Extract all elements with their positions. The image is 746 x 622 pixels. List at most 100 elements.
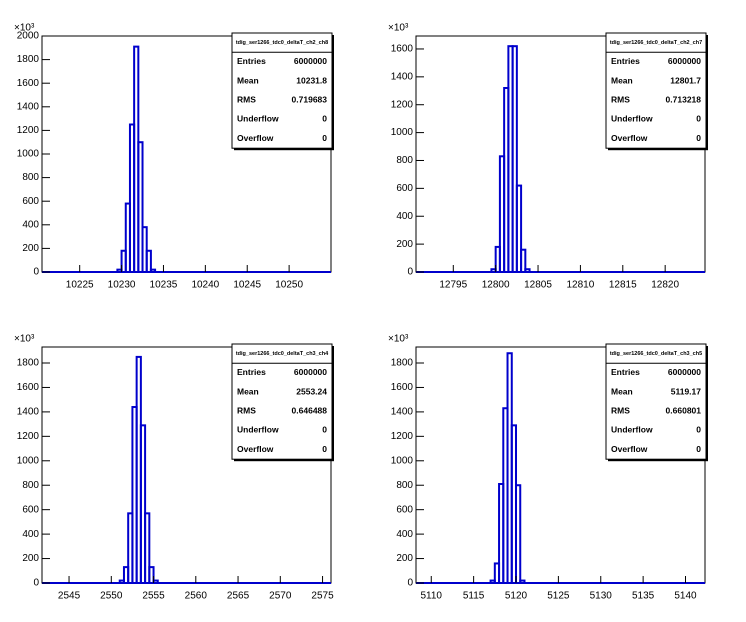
y-tick-label: 1800: [391, 358, 414, 369]
stats-label: Underflow: [237, 114, 279, 124]
histogram-bin: [511, 45, 518, 273]
histogram-bin: [137, 141, 144, 273]
y-tick-label: 1000: [17, 455, 40, 466]
y-tick-label: 0: [407, 578, 413, 589]
stats-box: [231, 343, 333, 460]
y-tick-label: 1600: [17, 78, 40, 89]
stats-label: RMS: [611, 405, 630, 415]
y-tick-label: 600: [22, 196, 39, 207]
stats-label: Mean: [237, 386, 259, 396]
stats-value: 0: [696, 114, 701, 124]
y-tick-label: 1600: [17, 382, 40, 393]
stats-label: Overflow: [611, 133, 648, 143]
histogram-bin: [524, 268, 531, 273]
stats-label: Underflow: [237, 425, 279, 435]
y-tick-label: 600: [22, 504, 39, 515]
x-tick-label: 12815: [609, 280, 637, 291]
y-tick-label: 800: [22, 480, 39, 491]
stats-box: [605, 32, 707, 149]
x-tick-label: 10225: [66, 280, 94, 291]
stats-label: Entries: [237, 367, 266, 377]
x-tick-label: 2550: [100, 591, 123, 602]
stats-value: 0: [322, 114, 327, 124]
y-tick-label: 600: [396, 504, 413, 515]
stats-value: 6000000: [294, 56, 327, 66]
x-tick-label: 12820: [651, 280, 679, 291]
y-tick-label: 1400: [17, 407, 40, 418]
y-tick-label: 200: [396, 239, 413, 250]
histogram-bin: [149, 268, 157, 274]
y-tick-label: 200: [396, 553, 413, 564]
y-tick-label: 1800: [17, 358, 40, 369]
stats-value: 0: [322, 444, 327, 454]
histogram-bin: [520, 248, 527, 273]
x-tick-label: 12795: [439, 280, 467, 291]
y-tick-label: 400: [396, 211, 413, 222]
y-tick-label: 1000: [391, 455, 414, 466]
x-tick-label: 2570: [269, 591, 292, 602]
y-tick-label: 1200: [17, 125, 40, 136]
stats-label: Underflow: [611, 114, 653, 124]
y-tick-label: 400: [22, 529, 39, 540]
stats-label: Overflow: [237, 444, 274, 454]
histogram-bin: [515, 184, 523, 273]
stats-label: Entries: [237, 56, 266, 66]
x-tick-label: 5125: [547, 591, 570, 602]
x-tick-label: 5115: [463, 591, 485, 602]
stats-label: Overflow: [237, 133, 274, 143]
y-multiplier: ×10³: [388, 334, 409, 345]
x-tick-label: 12810: [567, 280, 595, 291]
stats-value: 0: [322, 425, 327, 435]
stats-label: Entries: [611, 56, 640, 66]
stats-value: 0.719683: [292, 94, 328, 104]
stats-value: 0: [696, 425, 701, 435]
y-tick-label: 200: [22, 553, 39, 564]
x-tick-label: 5140: [674, 591, 697, 602]
stats-value: 6000000: [668, 56, 701, 66]
hist-title: tdig_ser1266_tdc0_deltaT_ch2_ch8: [236, 40, 328, 46]
y-tick-label: 200: [22, 243, 39, 254]
y-tick-label: 800: [396, 155, 413, 166]
histogram-bin: [141, 226, 148, 274]
y-tick-label: 0: [33, 267, 39, 278]
x-tick-label: 5110: [420, 591, 442, 602]
hist-title: tdig_ser1266_tdc0_deltaT_ch3_ch5: [610, 351, 702, 357]
stats-label: Underflow: [611, 425, 653, 435]
histogram-bin: [519, 579, 526, 584]
stats-box: [605, 343, 707, 460]
histogram-bin: [145, 249, 152, 273]
y-multiplier: ×10³: [14, 334, 35, 345]
stats-box: [231, 32, 333, 149]
stats-value: 10231.8: [296, 75, 327, 85]
stats-value: 2553.24: [296, 386, 327, 396]
stats-value: 0: [322, 133, 327, 143]
x-tick-label: 5135: [632, 591, 655, 602]
y-multiplier: ×10³: [388, 23, 409, 34]
x-tick-label: 10235: [150, 280, 178, 291]
y-tick-label: 800: [396, 480, 413, 491]
x-tick-label: 5130: [590, 591, 613, 602]
x-tick-label: 2560: [185, 591, 208, 602]
y-tick-label: 0: [407, 267, 413, 278]
y-tick-label: 1000: [391, 127, 414, 138]
x-tick-label: 10250: [275, 280, 303, 291]
stats-label: RMS: [611, 94, 630, 104]
y-tick-label: 1200: [391, 99, 414, 110]
stats-label: RMS: [237, 405, 256, 415]
stats-value: 0.646488: [292, 405, 328, 415]
y-tick-label: 400: [22, 219, 39, 230]
y-tick-label: 1400: [391, 407, 414, 418]
y-multiplier: ×10³: [14, 23, 35, 34]
stats-label: Mean: [611, 386, 633, 396]
y-tick-label: 400: [396, 529, 413, 540]
hist-title: tdig_ser1266_tdc0_deltaT_ch3_ch4: [236, 351, 329, 357]
x-tick-label: 10240: [191, 280, 219, 291]
x-tick-label: 12800: [482, 280, 510, 291]
y-tick-label: 600: [396, 183, 413, 194]
y-tick-label: 1400: [17, 101, 40, 112]
x-tick-label: 5120: [505, 591, 528, 602]
histogram-bin: [139, 424, 147, 584]
x-tick-label: 10245: [233, 280, 261, 291]
stats-label: Entries: [611, 367, 640, 377]
